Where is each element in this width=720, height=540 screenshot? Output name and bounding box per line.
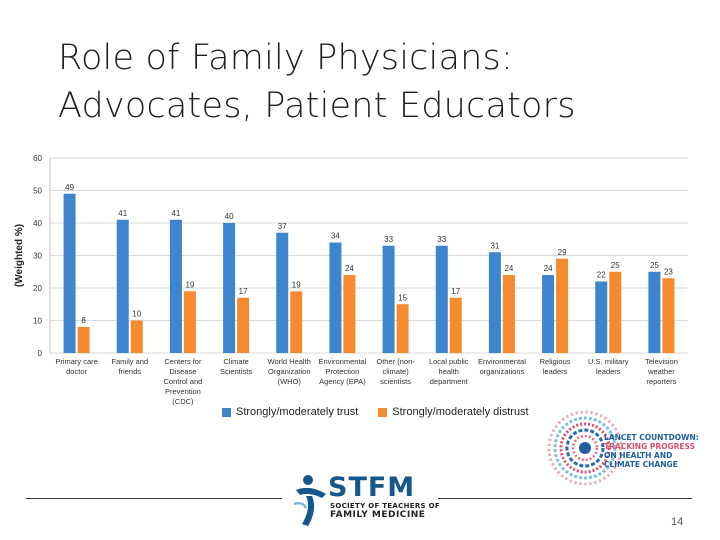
y-tick-label: 50 (33, 187, 42, 196)
data-label-trust: 40 (225, 212, 234, 221)
stfm-subtitle-line-2: FAMILY MEDICINE (330, 510, 426, 520)
data-label-distrust: 8 (81, 316, 86, 325)
legend-item-trust: Strongly/moderately trust (222, 406, 358, 418)
bar-distrust (662, 278, 675, 353)
data-label-distrust: 19 (185, 280, 194, 289)
lancet-line-4: CLIMATE CHANGE (604, 460, 678, 469)
bar-trust (595, 281, 608, 353)
x-tick-label: Centers for Disease Control and Prevention(… (164, 357, 203, 406)
slide-title-line-1: Role of Family Physicians: (58, 38, 513, 78)
lancet-countdown-logo (547, 410, 623, 486)
page-number: 14 (671, 516, 684, 528)
lancet-line-3: ON HEALTH AND (604, 451, 673, 460)
x-tick-label: Family and friends (111, 357, 148, 376)
bar-distrust (609, 271, 622, 353)
legend-swatch-distrust (378, 407, 388, 417)
legend-swatch-trust (222, 407, 231, 417)
bar-trust (169, 219, 182, 353)
data-label-trust: 37 (278, 222, 287, 231)
y-axis-label: (Weighted %) (14, 224, 25, 287)
stfm-subtitle: SOCIETY OF TEACHERS OF FAMILY MEDICINE (330, 502, 440, 520)
bar-trust (63, 193, 76, 353)
data-label-distrust: 24 (345, 264, 354, 273)
data-label-distrust: 19 (292, 280, 301, 289)
lancet-countdown-text: LANCET COUNTDOWN: TRACKING PROGRESS ON H… (604, 433, 699, 469)
data-label-distrust: 17 (239, 287, 248, 296)
y-tick-label: 60 (33, 154, 42, 163)
data-label-distrust: 23 (664, 267, 673, 276)
stfm-subtitle-line-1: SOCIETY OF TEACHERS OF (330, 502, 440, 510)
bar-trust (116, 219, 129, 353)
x-tick-label: Climate Scientists (220, 357, 252, 376)
x-tick-label: Environmental Protection Agency (EPA) (318, 357, 366, 386)
x-tick-label: Environmental organizations (478, 357, 526, 376)
legend-label-distrust: Strongly/moderately distrust (392, 406, 529, 418)
bar-trust (223, 223, 236, 353)
data-label-trust: 31 (490, 241, 499, 250)
bar-distrust (556, 258, 569, 353)
bar-distrust (77, 327, 90, 353)
bar-distrust (237, 297, 250, 353)
slide-title: Role of Family Physicians: Advocates, Pa… (58, 34, 698, 130)
legend-label-trust: Strongly/moderately trust (236, 406, 359, 418)
bar-distrust (396, 304, 409, 353)
bar-trust (276, 232, 289, 353)
bar-trust (382, 245, 395, 353)
chart-legend: Strongly/moderately trust Strongly/moder… (222, 406, 549, 418)
footer-rule-left (26, 498, 282, 499)
bar-trust (542, 275, 555, 353)
bar-trust (488, 252, 501, 353)
lancet-line-1: LANCET COUNTDOWN: (604, 433, 699, 442)
data-label-distrust: 15 (398, 293, 407, 302)
bar-distrust (502, 275, 515, 353)
footer-rule-right (438, 498, 692, 499)
data-label-trust: 34 (331, 232, 340, 241)
y-tick-label: 10 (33, 317, 42, 326)
x-tick-label: World Health Organization (WHO) (268, 357, 311, 386)
data-label-trust: 33 (437, 235, 446, 244)
y-tick-label: 0 (38, 349, 43, 358)
data-label-trust: 49 (65, 183, 74, 192)
x-tick-label: Television weather reporters (645, 357, 678, 386)
bar-distrust (290, 291, 303, 353)
bar-chart: 0 10 20 30 40 50 60 (Weighted %) 49 8 Primary care… (14, 154, 688, 406)
lancet-line-2: TRACKING PROGRESS (604, 442, 696, 451)
y-tick-label: 20 (33, 284, 42, 293)
data-label-distrust: 29 (558, 248, 567, 257)
legend-item-distrust: Strongly/moderately distrust (378, 406, 529, 418)
data-label-distrust: 17 (451, 287, 460, 296)
data-label-distrust: 25 (611, 261, 620, 270)
data-label-trust: 33 (384, 235, 393, 244)
bar-trust (329, 242, 342, 353)
bar-distrust (130, 320, 143, 353)
data-label-trust: 22 (597, 271, 606, 280)
x-tick-label: U.S. military leaders (588, 357, 629, 376)
x-tick-label: Other (non-climate) scientists (376, 357, 415, 386)
x-tick-label: Local public health department (429, 357, 469, 386)
data-label-trust: 41 (118, 209, 127, 218)
stfm-wordmark: STFM (328, 472, 416, 503)
x-tick-label: Religious leaders (540, 357, 571, 376)
bar-trust (648, 271, 661, 353)
bar-distrust (183, 291, 196, 353)
bar-trust (435, 245, 448, 353)
data-label-distrust: 10 (132, 310, 141, 319)
data-label-trust: 24 (544, 264, 553, 273)
x-tick-label: Primary care doctor (55, 357, 98, 376)
slide-title-line-2: Advocates, Patient Educators (58, 86, 576, 126)
bar-distrust (343, 275, 356, 353)
data-label-trust: 41 (171, 209, 180, 218)
data-label-distrust: 24 (504, 264, 513, 273)
stfm-figure-icon (293, 475, 326, 526)
y-tick-label: 30 (33, 252, 42, 261)
data-label-trust: 25 (650, 261, 659, 270)
y-tick-label: 40 (33, 219, 42, 228)
bar-distrust (449, 297, 462, 353)
